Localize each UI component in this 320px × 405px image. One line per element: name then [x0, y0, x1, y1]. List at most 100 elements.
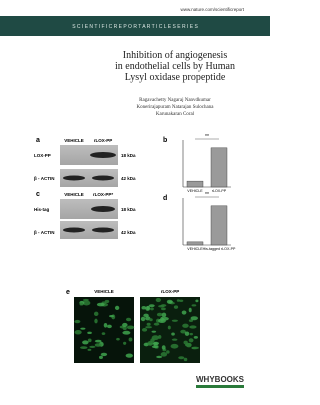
cell	[80, 327, 86, 330]
cell	[156, 312, 163, 317]
cell	[176, 299, 180, 302]
cell	[178, 356, 185, 360]
cell	[123, 341, 127, 345]
x-tick-label: His-tagged rLOX-PP	[203, 247, 236, 251]
band	[63, 227, 85, 233]
cell	[93, 311, 99, 317]
cover: www.nature.com/scientificreport S C I E …	[0, 7, 270, 388]
cell	[158, 334, 162, 339]
annotation: **	[205, 134, 209, 140]
cell	[82, 300, 91, 306]
url: www.nature.com/scientificreport	[180, 7, 244, 12]
panel-letter: b	[163, 137, 167, 144]
cell	[158, 305, 165, 308]
size-label: 18 kDa	[121, 207, 136, 212]
cell	[146, 305, 150, 311]
cell	[125, 353, 133, 358]
cell	[171, 332, 175, 336]
row-label: β - ACTIN	[34, 176, 55, 181]
x-tick-label: rLOX-PP	[212, 189, 227, 193]
cell	[141, 327, 148, 332]
cell	[170, 343, 179, 349]
blot	[60, 145, 118, 165]
cell	[150, 307, 154, 311]
cell	[141, 306, 147, 310]
size-label: 42 kDa	[121, 230, 136, 235]
column-label: VEHICLE	[94, 289, 114, 294]
x-tick-label: VEHICLE	[187, 247, 203, 251]
cell	[181, 310, 187, 315]
cell	[82, 340, 89, 345]
cell	[74, 329, 82, 335]
cell	[143, 313, 149, 318]
cell	[167, 325, 171, 330]
cell	[190, 316, 198, 321]
cell	[166, 299, 173, 304]
cell	[82, 298, 89, 302]
blot	[60, 199, 118, 219]
row-label: His-tag	[34, 207, 50, 212]
column-label: VEHICLE	[64, 138, 84, 143]
cell	[182, 323, 189, 328]
bar	[186, 180, 204, 188]
author: Karunakaran Coral	[156, 112, 195, 117]
panel-letter: d	[163, 195, 167, 202]
cell	[94, 339, 102, 343]
cell	[161, 307, 166, 311]
cell	[155, 297, 161, 303]
panel-letter: a	[36, 137, 40, 144]
cell	[94, 318, 98, 324]
series: S C I E N T I F I C R E P O R T A R T I …	[72, 24, 198, 30]
cell	[161, 317, 169, 321]
cell	[87, 348, 92, 351]
blot	[60, 221, 118, 239]
cell	[184, 331, 190, 336]
cell	[183, 357, 188, 362]
cell	[146, 322, 151, 326]
cell	[179, 299, 184, 302]
cell	[188, 307, 192, 313]
cell	[191, 304, 197, 307]
cell	[150, 338, 155, 343]
cell	[189, 332, 193, 336]
cell	[153, 322, 160, 326]
cell	[173, 305, 179, 309]
cell	[149, 318, 153, 322]
title: Inhibition of angiogenesis in endothelial…	[115, 50, 235, 83]
cell	[140, 316, 146, 322]
cell	[171, 319, 178, 322]
bar	[186, 241, 204, 246]
bar	[210, 147, 228, 188]
cell	[87, 331, 92, 335]
cell	[193, 335, 198, 339]
author: Konerirajapuram Natarajan Sulochana	[137, 105, 215, 110]
cell	[109, 314, 114, 318]
cell	[180, 329, 186, 334]
column-label: rLOX-PP	[161, 289, 180, 294]
cell	[106, 324, 112, 329]
blot	[60, 169, 118, 187]
size-label: 18 kDa	[121, 153, 136, 158]
x-tick-label: VEHICLE	[187, 189, 203, 193]
cell	[188, 319, 194, 323]
band	[63, 175, 85, 181]
publisher: WHYBOOKS	[196, 375, 245, 384]
publisher-bar	[196, 385, 244, 388]
cell	[104, 299, 110, 303]
cell	[195, 299, 199, 303]
column-label: rLOX-PP*	[93, 192, 114, 197]
panel-letter: e	[66, 289, 70, 296]
panel-letter: c	[36, 191, 40, 198]
cell	[122, 322, 128, 327]
band	[92, 227, 114, 233]
cell	[171, 338, 178, 341]
cell	[100, 352, 108, 357]
cell	[101, 332, 106, 336]
cell	[116, 337, 120, 341]
cell	[189, 325, 197, 329]
cell	[166, 350, 170, 354]
cell	[148, 304, 155, 308]
cell	[152, 341, 160, 345]
cell	[128, 337, 133, 342]
cell	[188, 338, 194, 343]
